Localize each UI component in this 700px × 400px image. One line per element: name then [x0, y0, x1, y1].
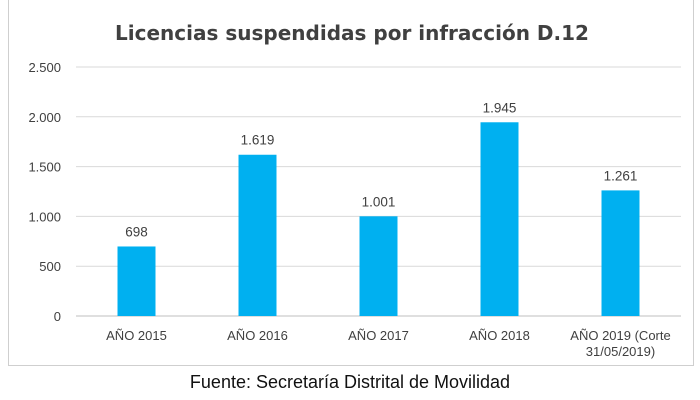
y-tick-label: 1.500	[28, 160, 61, 175]
y-tick-label: 2.500	[28, 60, 61, 75]
bar	[117, 246, 156, 316]
y-axis-ticks: 0 500 1.000 1.500 2.000 2.500	[28, 60, 61, 324]
data-label: 1.619	[241, 133, 275, 148]
data-labels: 698 1.619 1.001 1.945 1.261	[125, 100, 637, 239]
data-label: 1.261	[604, 168, 638, 183]
bar	[238, 154, 277, 316]
data-label: 1.945	[483, 100, 517, 115]
bar	[359, 216, 398, 316]
bar-chart: Licencias suspendidas por infracción D.1…	[28, 21, 681, 359]
source-note: Fuente: Secretaría Distrital de Movilida…	[189, 372, 511, 392]
category-label: AÑO 2015	[106, 328, 167, 343]
y-tick-label: 500	[39, 259, 61, 274]
category-label: AÑO 2018	[469, 328, 530, 343]
x-axis-categories: AÑO 2015 AÑO 2016 AÑO 2017 AÑO 2018 AÑO 2019…	[106, 328, 671, 359]
category-label: AÑO 2019 (Corte	[570, 328, 670, 343]
bar	[480, 122, 519, 316]
category-label: 31/05/2019)	[586, 344, 655, 359]
chart-frame: Licencias suspendidas por infracción D.1…	[8, 0, 694, 366]
data-label: 1.001	[362, 194, 396, 209]
chart-title: Licencias suspendidas por infracción D.1…	[115, 21, 589, 45]
y-tick-label: 2.000	[28, 110, 61, 125]
category-label: AÑO 2017	[348, 328, 409, 343]
category-label: AÑO 2016	[227, 328, 288, 343]
bars	[117, 122, 640, 316]
bar	[601, 190, 640, 316]
y-tick-label: 0	[54, 309, 61, 324]
data-label: 698	[125, 224, 148, 239]
y-tick-label: 1.000	[28, 209, 61, 224]
